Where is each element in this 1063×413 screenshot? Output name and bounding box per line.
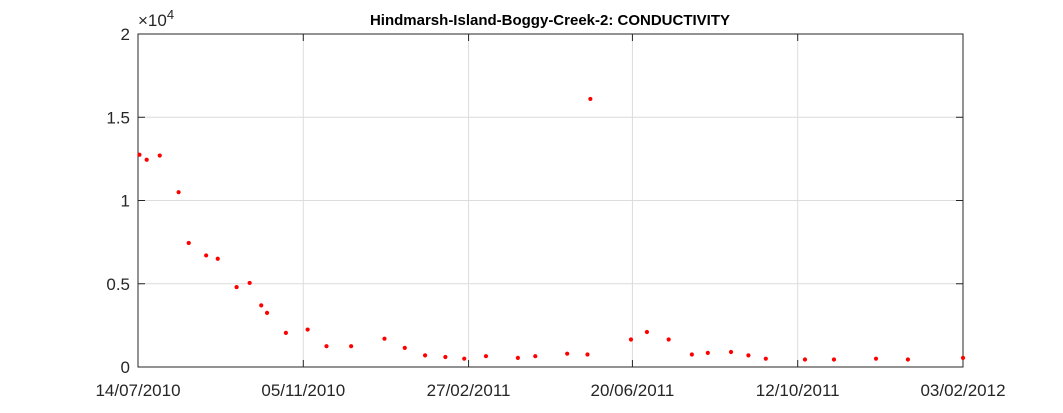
- data-point: [728, 349, 734, 355]
- data-point: [515, 355, 520, 360]
- data-point: [204, 253, 209, 258]
- data-point: [628, 337, 634, 342]
- y-tick-label: 2: [121, 25, 130, 44]
- data-point: [215, 256, 220, 261]
- x-tick-label: 03/02/2012: [920, 381, 1005, 400]
- y-axis-tick-labels: 0 0.5 1 1.5 2: [106, 25, 130, 377]
- chart-title: Hindmarsh-Island-Boggy-Creek-2: CONDUCTI…: [370, 12, 730, 29]
- x-tick-label: 05/11/2010: [261, 381, 345, 400]
- x-tick-label: 14/07/2010: [95, 381, 180, 400]
- y-tick-label: 1.5: [106, 108, 130, 127]
- data-point: [259, 303, 264, 308]
- data-point: [831, 357, 837, 362]
- y-tick-label: 1: [121, 192, 130, 211]
- data-point: [873, 356, 879, 361]
- data-point: [324, 344, 329, 349]
- data-point: [247, 280, 252, 286]
- y-multiplier-exponent: 4: [167, 7, 174, 22]
- y-tick-label: 0.5: [106, 275, 130, 294]
- data-point: [144, 157, 149, 162]
- data-point: [689, 352, 694, 357]
- data-point: [283, 330, 288, 335]
- data-point: [960, 355, 966, 360]
- x-tick-label: 27/02/2011: [427, 381, 511, 400]
- x-axis-tick-labels: 14/07/2010 05/11/2010 27/02/2011 20/06/2011…: [95, 381, 1005, 400]
- data-point: [763, 356, 768, 361]
- data-point: [483, 354, 489, 359]
- data-point: [176, 190, 181, 195]
- data-point: [157, 153, 162, 158]
- data-point: [462, 356, 467, 361]
- data-point: [565, 351, 570, 356]
- data-point: [305, 327, 310, 332]
- data-point: [802, 357, 808, 362]
- data-point: [644, 329, 650, 335]
- axis-tick-marks: [137, 33, 964, 368]
- data-point: [402, 345, 407, 350]
- data-point: [234, 284, 239, 290]
- data-point: [382, 336, 387, 341]
- data-point: [746, 353, 751, 358]
- data-point: [443, 354, 448, 360]
- data-point: [705, 350, 710, 355]
- data-point: [422, 353, 428, 358]
- data-point: [585, 352, 590, 357]
- y-multiplier: ×104: [138, 7, 174, 30]
- data-point: [588, 96, 593, 102]
- x-tick-label: 12/10/2011: [756, 381, 840, 400]
- data-point: [905, 357, 911, 362]
- data-point: [137, 152, 142, 157]
- data-points: [137, 96, 966, 362]
- y-tick-label: 0: [121, 358, 130, 377]
- data-point: [186, 240, 191, 246]
- data-point: [349, 344, 354, 349]
- data-point: [264, 310, 270, 315]
- x-tick-label: 20/06/2011: [591, 381, 675, 400]
- data-point: [533, 354, 538, 359]
- y-multiplier-base: ×10: [138, 11, 167, 30]
- data-point: [666, 337, 671, 342]
